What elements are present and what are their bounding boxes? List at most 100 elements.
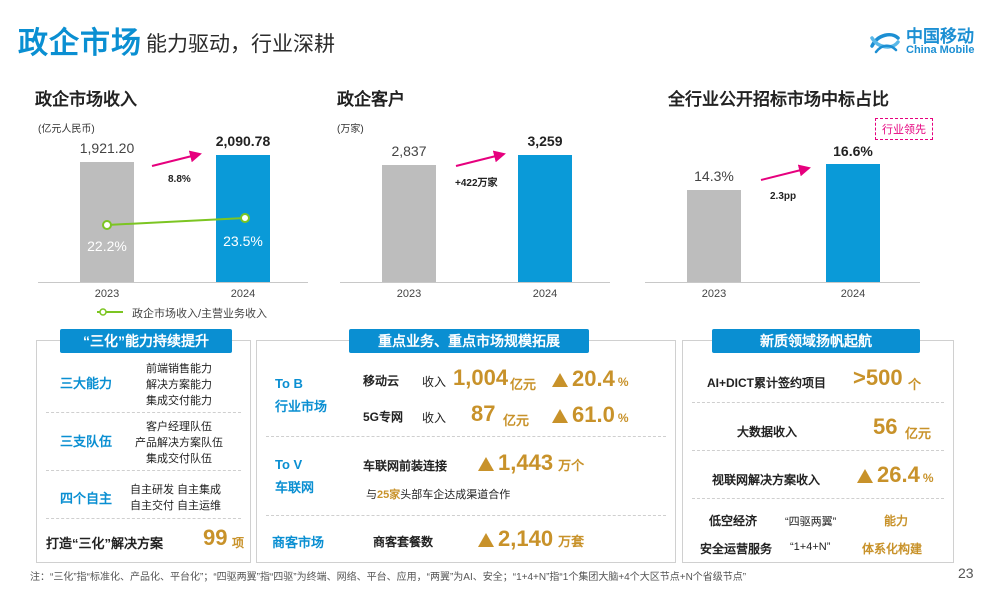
business-market-label: 商客市场 [272, 535, 325, 550]
triangle-up-icon [552, 373, 568, 387]
group-item: 产品解决方案队伍 [135, 437, 223, 449]
legend-line-icon [97, 308, 123, 316]
video-network-growth: 26.4% [857, 462, 934, 488]
x-tick-2023: 2023 [94, 288, 120, 300]
private-network-name: 5G专网 [363, 410, 404, 424]
x-tick-2024: 2024 [230, 288, 256, 300]
big-data-label: 大数据收入 [737, 425, 798, 439]
separator [266, 436, 666, 437]
chart-unit-customers: (万家) [337, 124, 364, 135]
x-tick-2023: 2023 [396, 288, 422, 300]
security-ops-quote: “1+4+N” [790, 541, 831, 553]
car-connection-growth: 1,443 万个 [478, 450, 584, 476]
tov-label-line1: To V [275, 457, 303, 472]
share-bar-2023 [687, 190, 741, 282]
separator [692, 402, 944, 403]
customers-value-2024: 3,259 [527, 133, 563, 149]
group-item: 前端销售能力 [146, 363, 212, 375]
key-business-panel-heading: 重点业务、重点市场规模拓展 [349, 329, 589, 353]
growth-arrow-icon [151, 150, 202, 167]
customers-bar-2023 [382, 165, 436, 282]
group-item: 自主交付 自主运维 [130, 500, 222, 512]
group-item: 客户经理队伍 [146, 421, 212, 433]
solutions-label: 打造“三化”解决方案 [46, 536, 164, 551]
private-network-growth-value: 61.0 [572, 402, 615, 427]
separator [266, 515, 666, 516]
big-data-value: 56 [873, 414, 898, 439]
car-connection-name: 车联网前装连接 [363, 459, 448, 473]
capability-panel-heading: “三化”能力持续提升 [60, 329, 232, 353]
triangle-up-icon [552, 409, 568, 423]
chart-title-revenue: 政企市场收入 [35, 90, 137, 109]
chart-title-customers: 政企客户 [337, 90, 405, 109]
separator [692, 498, 944, 499]
bar-value-2023: 1,921.20 [79, 140, 135, 156]
group-item: 集成交付队伍 [146, 453, 212, 465]
video-network-value: 26.4 [877, 462, 920, 487]
bar-value-2024: 2,090.78 [215, 133, 271, 149]
x-axis-revenue [38, 282, 308, 283]
car-connection-value: 1,443 [498, 450, 554, 475]
group-label-autonomy: 四个自主 [60, 491, 113, 506]
triangle-up-icon [478, 533, 494, 547]
cloud-growth-unit: % [617, 375, 629, 389]
separator [46, 470, 241, 471]
chart-unit-revenue: (亿元人民币) [38, 124, 95, 135]
car-partner-note: 与25家头部车企达成渠道合作 [366, 489, 511, 501]
security-ops-value: 体系化构建 [862, 542, 923, 556]
business-package-name: 商客套餐数 [373, 535, 434, 549]
x-tick-2023: 2023 [701, 288, 727, 300]
solutions-value: 99 [203, 525, 228, 550]
private-network-growth-unit: % [617, 411, 629, 425]
logo-text-cn: 中国移动 [906, 27, 974, 46]
group-item: 解决方案能力 [146, 379, 212, 391]
tob-label-line2: 行业市场 [275, 399, 328, 414]
tov-label-line2: 车联网 [275, 480, 315, 495]
business-package-growth: 2,140 万套 [478, 526, 584, 552]
ai-dict-label: AI+DICT累计签约项目 [707, 376, 827, 390]
x-tick-2024: 2024 [840, 288, 866, 300]
tob-label-line1: To B [275, 376, 303, 391]
group-item: 集成交付能力 [146, 395, 212, 407]
growth-arrow-icon [760, 164, 811, 181]
ratio-label-2023: 22.2% [87, 238, 127, 254]
share-value-2024: 16.6% [833, 143, 873, 159]
car-connection-unit: 万个 [558, 458, 585, 473]
video-network-unit: % [922, 471, 934, 485]
page-title: 政企市场 [18, 27, 142, 60]
low-altitude-value: 能力 [884, 514, 909, 528]
cloud-name: 移动云 [363, 374, 400, 388]
share-bar-2024 [826, 164, 880, 282]
industry-leading-badge: 行业领先 [875, 118, 933, 140]
cloud-unit: 亿元 [510, 377, 537, 392]
ratio-label-2024: 23.5% [223, 233, 263, 249]
group-item: 自主研发 自主集成 [130, 484, 222, 496]
footnote: 注：“三化”指“标准化、产品化、平台化”；“四驱两翼”指“四驱”为终端、网络、平… [30, 572, 747, 583]
business-package-value: 2,140 [498, 526, 554, 551]
group-label-capabilities: 三大能力 [60, 376, 113, 391]
new-domain-panel [682, 340, 954, 563]
private-network-unit: 亿元 [503, 413, 530, 428]
big-data-unit: 亿元 [905, 426, 932, 441]
cloud-value: 1,004 [453, 365, 509, 390]
ai-dict-unit: 个 [908, 377, 922, 392]
separator [692, 450, 944, 451]
triangle-up-icon [478, 457, 494, 471]
page-subtitle: 能力驱动，行业深耕 [146, 33, 335, 56]
group-label-teams: 三支队伍 [60, 434, 113, 449]
growth-label-revenue: 8.8% [168, 174, 191, 185]
legend-label: 政企市场收入/主营业务收入 [132, 308, 268, 320]
cloud-growth-value: 20.4 [572, 366, 615, 391]
private-network-revenue-label: 收入 [422, 411, 447, 425]
logo-icon [870, 32, 900, 54]
ai-dict-value: >500 [853, 365, 903, 390]
private-network-value: 87 [471, 401, 496, 426]
china-mobile-logo: 中国移动 China Mobile [868, 20, 980, 64]
security-ops-label: 安全运营服务 [700, 542, 773, 556]
business-package-unit: 万套 [558, 534, 585, 549]
video-network-label: 视联网解决方案收入 [712, 473, 821, 487]
x-axis-share [645, 282, 920, 283]
growth-arrow-icon [455, 150, 506, 167]
page-number: 23 [958, 565, 974, 581]
logo-text-en: China Mobile [906, 44, 975, 56]
